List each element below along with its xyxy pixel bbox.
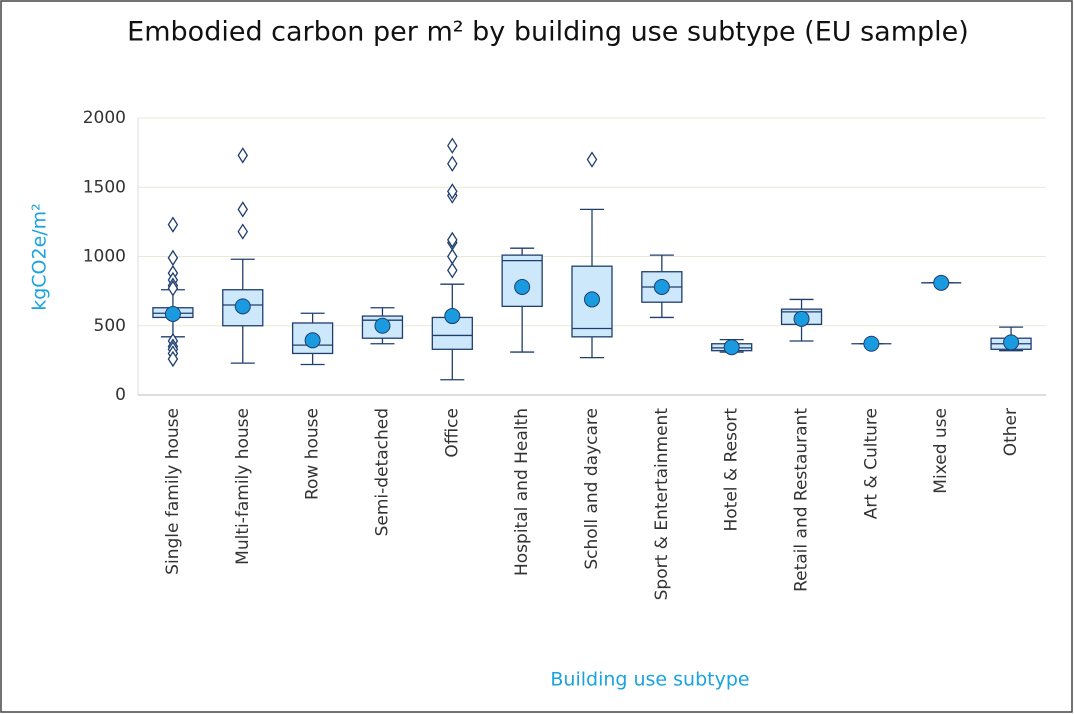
mean-dot bbox=[933, 274, 950, 291]
mean-dot bbox=[723, 339, 740, 356]
outlier bbox=[447, 155, 458, 172]
y-tick-label: 1000 bbox=[83, 247, 126, 267]
outlier bbox=[167, 350, 179, 368]
mean-dot bbox=[164, 305, 181, 322]
mean-dot bbox=[304, 332, 321, 349]
outlier bbox=[447, 183, 458, 200]
x-tick-label: Multi-family house bbox=[233, 408, 253, 565]
x-tick-label: Hospital and Health bbox=[512, 408, 532, 576]
x-tick-label: Mixed use bbox=[931, 408, 951, 494]
x-tick-label: Row house bbox=[303, 408, 323, 500]
x-tick-label: Art & Culture bbox=[861, 408, 881, 519]
outlier bbox=[237, 223, 249, 240]
outlier bbox=[447, 248, 458, 265]
y-tick-label: 1500 bbox=[83, 177, 126, 197]
mean-dot bbox=[514, 278, 531, 295]
x-tick-label: Retail and Restaurant bbox=[792, 408, 812, 592]
mean-dot bbox=[374, 317, 391, 334]
y-tick-label: 2000 bbox=[83, 108, 126, 128]
outlier bbox=[167, 249, 179, 267]
mean-dot bbox=[584, 291, 600, 308]
x-tick-label: Single family house bbox=[163, 408, 183, 575]
x-axis-label: Building use subtype bbox=[550, 669, 749, 691]
y-tick-label: 0 bbox=[115, 385, 126, 405]
mean-dot bbox=[793, 310, 810, 327]
x-tick-label: Hotel & Resort bbox=[722, 408, 742, 532]
outlier bbox=[237, 201, 249, 218]
mean-dot bbox=[863, 335, 880, 352]
x-tick-label: Other bbox=[1001, 408, 1021, 456]
outlier bbox=[167, 216, 179, 233]
chart-title: Embodied carbon per m² by building use s… bbox=[127, 17, 969, 48]
outlier bbox=[447, 262, 458, 279]
outlier bbox=[586, 151, 598, 168]
y-axis-label: kgCO2e/m² bbox=[29, 203, 51, 311]
x-tick-label: Office bbox=[442, 408, 462, 458]
mean-dot bbox=[1003, 334, 1020, 351]
outlier bbox=[237, 147, 249, 164]
outlier bbox=[167, 280, 179, 297]
mean-dot bbox=[444, 308, 461, 325]
mean-dot bbox=[653, 278, 670, 295]
x-tick-label: Scholl and daycare bbox=[582, 408, 602, 570]
x-tick-label: Sport & Entertainment bbox=[652, 408, 672, 601]
outlier bbox=[447, 231, 458, 249]
mean-dot bbox=[234, 298, 251, 315]
outlier bbox=[447, 137, 458, 154]
y-tick-label: 500 bbox=[94, 316, 126, 336]
x-tick-label: Semi-detached bbox=[372, 408, 392, 536]
